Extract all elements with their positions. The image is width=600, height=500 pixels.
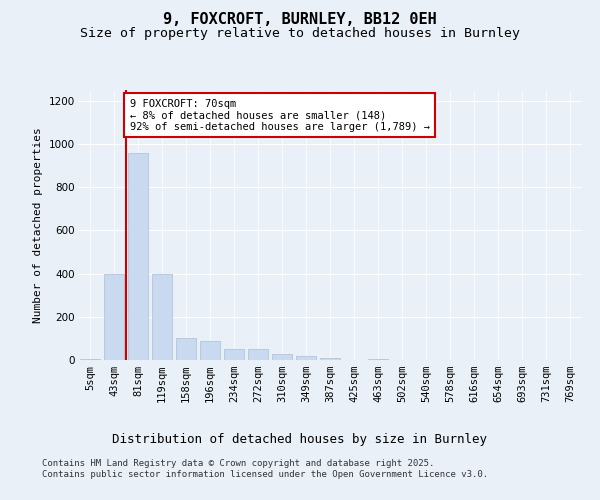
Bar	[176, 338, 196, 360]
Bar	[248, 349, 268, 360]
Bar	[200, 340, 220, 360]
Text: Contains public sector information licensed under the Open Government Licence v3: Contains public sector information licen…	[42, 470, 488, 479]
Bar	[224, 349, 244, 360]
Text: 9 FOXCROFT: 70sqm
← 8% of detached houses are smaller (148)
92% of semi-detached: 9 FOXCROFT: 70sqm ← 8% of detached house…	[130, 98, 430, 132]
Text: 9, FOXCROFT, BURNLEY, BB12 0EH: 9, FOXCROFT, BURNLEY, BB12 0EH	[163, 12, 437, 28]
Bar	[296, 356, 316, 360]
Text: Size of property relative to detached houses in Burnley: Size of property relative to detached ho…	[80, 28, 520, 40]
Bar	[368, 359, 388, 360]
Text: Distribution of detached houses by size in Burnley: Distribution of detached houses by size …	[113, 432, 487, 446]
Bar	[152, 274, 172, 360]
Bar	[128, 152, 148, 360]
Bar	[104, 274, 124, 360]
Bar	[80, 359, 100, 360]
Y-axis label: Number of detached properties: Number of detached properties	[34, 127, 43, 323]
Bar	[320, 358, 340, 360]
Text: Contains HM Land Registry data © Crown copyright and database right 2025.: Contains HM Land Registry data © Crown c…	[42, 458, 434, 468]
Bar	[272, 354, 292, 360]
